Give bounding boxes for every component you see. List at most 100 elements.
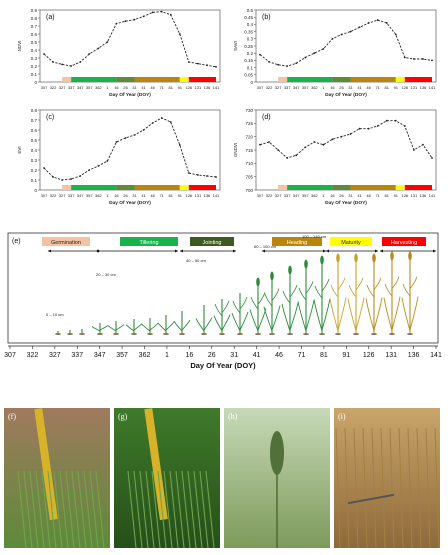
- data-point: [187, 172, 190, 174]
- arrow-head-left: [262, 249, 265, 253]
- plant-leaf: [257, 308, 267, 331]
- x-tick-label: 16: [114, 193, 119, 198]
- measuring-rod: [144, 408, 168, 521]
- data-point: [358, 127, 361, 130]
- data-point: [79, 175, 82, 177]
- data-point: [349, 30, 352, 33]
- plant-leaf: [373, 277, 382, 291]
- y-tick-label: 0.8: [31, 108, 38, 113]
- stage-bar-segment: [71, 77, 117, 82]
- plant-leaf: [305, 281, 314, 294]
- grass-blade: [181, 470, 191, 549]
- plant-leaf: [297, 301, 307, 332]
- grass-blade: [47, 470, 57, 549]
- x-tick-label: 136: [204, 193, 211, 198]
- x-tick-label: 126: [185, 193, 192, 198]
- plant: [281, 265, 299, 335]
- y-tick-label: 0.8: [31, 16, 38, 21]
- x-tick-label: 131: [195, 85, 202, 90]
- grass-blade: [187, 470, 197, 549]
- x-tick-label: 16: [330, 85, 335, 90]
- plant: [213, 299, 231, 335]
- stage-label: Heading: [287, 240, 308, 246]
- arrow-head-right: [175, 249, 178, 253]
- y-tick-label: 730: [245, 108, 253, 113]
- data-point: [367, 127, 370, 130]
- straw: [416, 427, 422, 549]
- data-point: [412, 149, 415, 151]
- plant-roots: [147, 333, 153, 335]
- data-point: [187, 61, 190, 63]
- y-tick-label: 0.3: [31, 56, 38, 61]
- stage-label: Jointing: [203, 240, 222, 246]
- plant-leaf: [373, 297, 383, 331]
- grass-blade: [151, 470, 161, 549]
- plant-ear: [256, 277, 260, 287]
- x-tick-label: 307: [4, 352, 16, 359]
- x-tick-label: 307: [41, 85, 48, 90]
- data-point: [61, 63, 64, 66]
- plant-leaf: [99, 325, 109, 331]
- plant-leaf: [298, 287, 307, 301]
- straw: [407, 427, 413, 549]
- x-tick-label: 1: [106, 193, 109, 198]
- panel-label: (b): [262, 14, 271, 21]
- grass-blade: [89, 470, 99, 549]
- data-point: [106, 160, 109, 162]
- y-tick-label: 705: [245, 174, 253, 179]
- grass-blade: [17, 470, 27, 549]
- plant: [365, 253, 383, 335]
- data-point: [124, 137, 127, 139]
- plant: [173, 311, 191, 335]
- straw: [344, 427, 350, 549]
- y-tick-label: 0.1: [31, 72, 38, 77]
- data-point: [394, 119, 397, 122]
- growth-x-axis: 307 322 327 337 347 357 362 1 16 26 31 41 46 71 81 91 12…: [4, 345, 442, 370]
- y-tick-label: 0.1: [247, 65, 254, 70]
- x-tick-label: 1: [322, 193, 325, 198]
- stage-bar-segment: [404, 185, 432, 190]
- data-point: [322, 47, 325, 50]
- data-point: [43, 53, 45, 55]
- y-tick-label: 0.3: [247, 37, 254, 42]
- x-tick-label: 126: [185, 85, 192, 90]
- x-tick-label: 141: [213, 85, 220, 90]
- y-tick-label: 0.45: [244, 15, 253, 20]
- y-tick-label: 0.4: [247, 22, 254, 27]
- x-tick-label: 31: [132, 85, 137, 90]
- plant-leaf: [232, 300, 241, 314]
- data-point: [295, 154, 298, 157]
- grass-blade: [205, 470, 215, 549]
- plant-roots: [371, 333, 377, 335]
- data-point: [259, 143, 261, 146]
- x-tick-label: 141: [430, 352, 442, 359]
- plant: [401, 251, 419, 335]
- x-tick-label: 81: [385, 85, 390, 90]
- data-point: [215, 65, 217, 68]
- data-point: [277, 149, 280, 151]
- x-tick-label: 307: [257, 193, 264, 198]
- panel-label: (d): [262, 114, 271, 121]
- plant-leaf: [348, 284, 357, 298]
- x-tick-label: 337: [71, 352, 83, 359]
- y-tick-label: 720: [245, 134, 253, 139]
- stage-bar-segment: [287, 77, 333, 82]
- y-tick-label: 0.7: [31, 118, 38, 123]
- x-tick-label: 131: [411, 85, 418, 90]
- data-point: [115, 141, 118, 143]
- straw: [380, 427, 386, 549]
- x-tick-label: 357: [86, 193, 93, 198]
- stage-label: Maturity: [341, 240, 361, 246]
- data-point: [52, 61, 54, 63]
- data-point: [422, 58, 424, 60]
- plant-leaf: [365, 298, 375, 332]
- plant-leaf: [330, 284, 339, 298]
- arrow-head-left: [48, 249, 51, 253]
- x-tick-label: 71: [375, 85, 380, 90]
- x-tick-label: 71: [375, 193, 380, 198]
- plant-leaf: [383, 297, 393, 332]
- y-tick-label: 0.4: [31, 148, 38, 153]
